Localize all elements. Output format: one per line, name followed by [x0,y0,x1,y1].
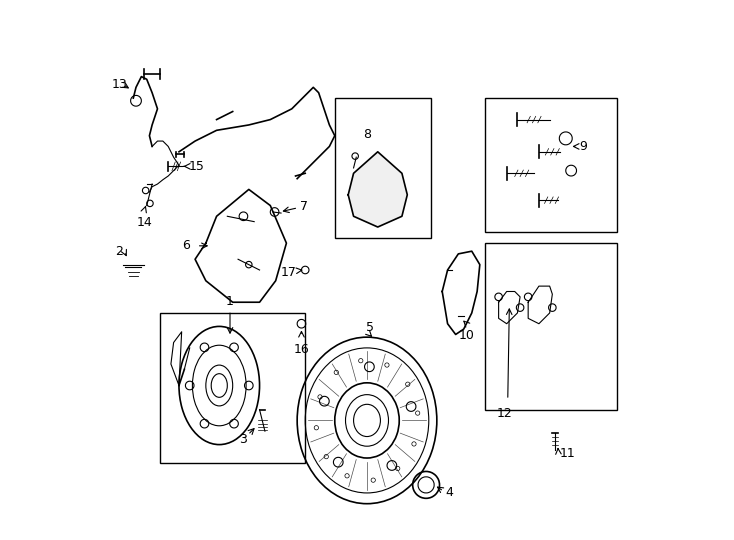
Bar [160,313,305,463]
Text: 5: 5 [366,321,374,334]
Text: 4: 4 [445,487,453,500]
Text: 6: 6 [182,239,189,252]
Text: 9: 9 [579,140,587,153]
Text: 11: 11 [559,447,575,460]
Text: 3: 3 [239,433,247,446]
Polygon shape [348,152,407,227]
Text: 15: 15 [189,160,205,173]
Text: 13: 13 [112,78,128,91]
Text: 16: 16 [294,342,309,355]
Bar [335,98,432,238]
Text: 17: 17 [280,266,296,279]
Text: 10: 10 [459,329,474,342]
Bar [485,243,617,410]
Bar [485,98,617,232]
Text: 14: 14 [137,217,152,230]
Text: 8: 8 [363,128,371,141]
Text: 2: 2 [115,245,123,258]
Text: 12: 12 [497,407,512,420]
Text: 7: 7 [300,200,308,213]
Text: 1: 1 [226,295,234,308]
